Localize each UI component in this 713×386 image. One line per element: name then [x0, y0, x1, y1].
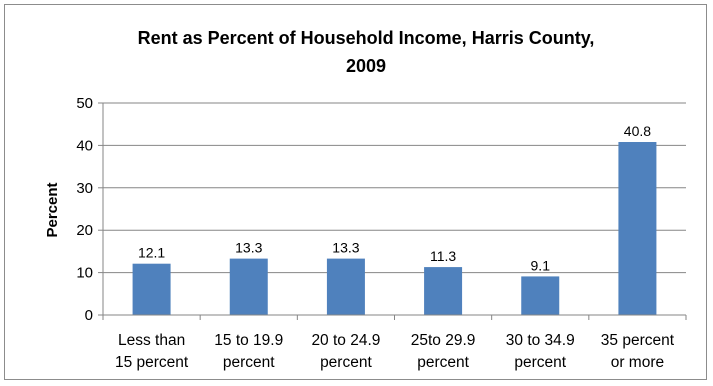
y-tick-label: 40: [76, 137, 93, 154]
bars: [132, 142, 657, 315]
y-tick-label: 0: [85, 307, 93, 324]
x-tick-label: percent: [514, 354, 566, 371]
x-tick-label: 25to 29.9: [411, 332, 476, 349]
bar: [132, 263, 171, 315]
bar: [326, 258, 365, 315]
bar: [521, 276, 560, 315]
x-tick-label: percent: [223, 354, 275, 371]
data-label: 13.3: [235, 240, 262, 256]
data-label: 40.8: [624, 123, 651, 139]
data-label: 12.1: [138, 245, 165, 261]
x-tick-label: percent: [417, 354, 469, 371]
y-tick-label: 50: [76, 95, 93, 112]
chart-title-line-1: Rent as Percent of Household Income, Har…: [138, 28, 595, 48]
chart-frame: [4, 4, 707, 380]
x-tick-label: 15 to 19.9: [214, 332, 283, 349]
data-label: 13.3: [332, 240, 359, 256]
x-tick-label: or more: [611, 354, 664, 371]
bar: [618, 142, 657, 315]
x-tick-label: 35 percent: [601, 332, 675, 349]
x-tick-label: 30 to 34.9: [506, 332, 575, 349]
y-tick-label: 20: [76, 222, 93, 239]
bar: [229, 258, 268, 315]
x-tick-label: 20 to 24.9: [311, 332, 380, 349]
chart-title-line-2: 2009: [346, 56, 386, 76]
data-label: 11.3: [430, 248, 456, 264]
x-tick-label: 15 percent: [115, 354, 189, 371]
x-tick-label: percent: [320, 354, 372, 371]
data-labels: 12.1 13.3 13.3 11.3 9.1 40.8: [138, 123, 651, 273]
gridlines: [103, 102, 686, 274]
y-axis-ticks: 0 10 20 30 40 50: [76, 95, 103, 324]
y-axis-label: Percent: [44, 182, 61, 237]
x-tick-label: Less than: [118, 332, 185, 349]
x-axis-ticks: Less than 15 percent 15 to 19.9 percent 20 t…: [102, 315, 687, 371]
y-tick-label: 30: [76, 180, 93, 197]
y-tick-label: 10: [76, 265, 93, 282]
data-label: 9.1: [531, 257, 551, 273]
bar: [424, 267, 463, 315]
